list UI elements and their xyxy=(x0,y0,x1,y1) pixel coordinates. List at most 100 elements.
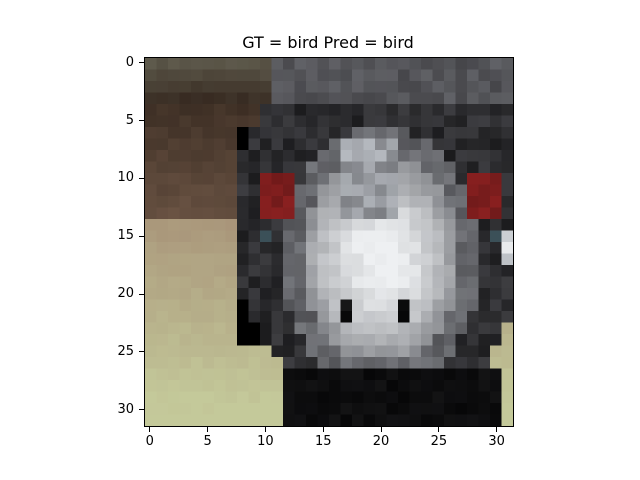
image-pixel xyxy=(306,334,318,346)
image-pixel xyxy=(467,334,479,346)
image-pixel xyxy=(237,173,249,185)
image-pixel xyxy=(386,334,399,346)
image-pixel xyxy=(225,196,238,208)
image-pixel xyxy=(340,69,353,82)
image-pixel xyxy=(214,276,226,289)
image-pixel xyxy=(214,230,226,243)
image-pixel xyxy=(191,196,203,208)
image-pixel xyxy=(409,288,422,300)
image-pixel xyxy=(398,69,410,82)
image-pixel xyxy=(478,242,491,254)
image-pixel xyxy=(202,322,215,335)
image-pixel xyxy=(490,69,502,82)
image-pixel xyxy=(191,380,203,392)
image-pixel xyxy=(386,92,399,105)
image-pixel xyxy=(444,299,456,312)
image-pixel xyxy=(248,58,261,70)
image-pixel xyxy=(294,92,307,105)
image-pixel xyxy=(237,115,249,128)
image-pixel xyxy=(340,345,353,358)
image-pixel xyxy=(363,115,376,128)
image-pixel xyxy=(329,253,341,266)
image-pixel xyxy=(248,368,261,381)
image-pixel xyxy=(490,265,502,277)
x-tick-label: 15 xyxy=(314,434,332,449)
image-pixel xyxy=(248,322,261,335)
image-pixel xyxy=(214,161,226,174)
image-pixel xyxy=(386,184,399,197)
image-pixel xyxy=(202,127,215,139)
image-pixel xyxy=(179,242,192,254)
image-pixel xyxy=(409,184,422,197)
image-pixel xyxy=(490,127,502,139)
image-pixel xyxy=(329,196,341,208)
image-pixel xyxy=(455,242,468,254)
image-pixel xyxy=(478,265,491,277)
image-pixel xyxy=(214,207,226,220)
image-pixel xyxy=(248,92,261,105)
image-pixel xyxy=(225,380,238,392)
image-pixel xyxy=(398,299,410,312)
image-pixel xyxy=(386,161,399,174)
image-pixel xyxy=(340,92,353,105)
image-pixel xyxy=(409,92,422,105)
image-pixel xyxy=(156,403,169,415)
image-pixel xyxy=(455,357,468,369)
image-pixel xyxy=(145,334,157,346)
image-pixel xyxy=(490,219,502,231)
image-pixel xyxy=(156,104,169,116)
image-pixel xyxy=(490,311,502,323)
image-pixel xyxy=(363,253,376,266)
y-tick-label: 25 xyxy=(117,343,134,359)
image-pixel xyxy=(375,196,387,208)
image-pixel xyxy=(225,322,238,335)
image-pixel xyxy=(191,150,203,162)
image-pixel xyxy=(145,265,157,277)
image-pixel xyxy=(260,253,272,266)
image-pixel xyxy=(340,242,353,254)
image-pixel xyxy=(260,104,272,116)
image-pixel xyxy=(352,299,364,312)
image-pixel xyxy=(317,58,330,70)
image-pixel xyxy=(306,173,318,185)
image-pixel xyxy=(191,345,203,358)
image-pixel xyxy=(237,311,249,323)
image-pixel xyxy=(260,127,272,139)
image-pixel xyxy=(444,380,456,392)
image-pixel xyxy=(306,92,318,105)
image-pixel xyxy=(214,127,226,139)
image-pixel xyxy=(467,345,479,358)
image-pixel xyxy=(317,299,330,312)
image-pixel xyxy=(398,138,410,151)
image-pixel xyxy=(467,265,479,277)
image-pixel xyxy=(340,414,353,426)
image-pixel xyxy=(248,345,261,358)
image-pixel xyxy=(386,265,399,277)
image-pixel xyxy=(306,242,318,254)
image-pixel xyxy=(179,403,192,415)
image-pixel xyxy=(294,196,307,208)
image-pixel xyxy=(294,230,307,243)
image-pixel xyxy=(317,173,330,185)
image-pixel xyxy=(156,299,169,312)
image-pixel xyxy=(283,357,295,369)
image-pixel xyxy=(191,115,203,128)
image-pixel xyxy=(444,288,456,300)
image-pixel xyxy=(421,322,433,335)
image-pixel xyxy=(421,299,433,312)
image-pixel xyxy=(156,380,169,392)
image-pixel xyxy=(225,288,238,300)
image-pixel xyxy=(237,322,249,335)
image-pixel xyxy=(214,345,226,358)
image-pixel xyxy=(156,138,169,151)
figure-title: GT = bird Pred = bird xyxy=(242,33,414,52)
image-pixel xyxy=(225,219,238,231)
image-pixel xyxy=(225,334,238,346)
image-pixel xyxy=(432,345,445,358)
image-pixel xyxy=(398,196,410,208)
image-pixel xyxy=(490,334,502,346)
image-pixel xyxy=(490,414,502,426)
image-pixel xyxy=(501,345,513,358)
image-pixel xyxy=(398,288,410,300)
image-pixel xyxy=(501,288,513,300)
